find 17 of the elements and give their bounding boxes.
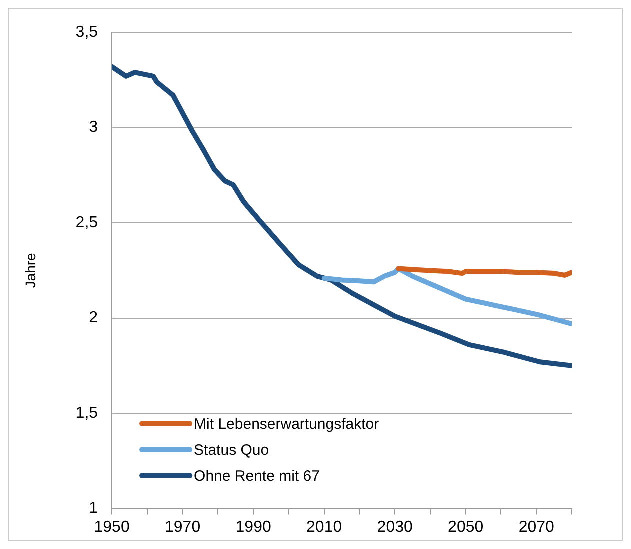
legend-label: Ohne Rente mit 67 bbox=[194, 468, 320, 485]
y-tick-label: 1 bbox=[89, 500, 98, 518]
legend-label: Status Quo bbox=[194, 442, 270, 459]
x-tick-label: 1950 bbox=[94, 518, 130, 536]
y-tick-label: 2,5 bbox=[76, 214, 98, 232]
y-tick-label: 3 bbox=[89, 119, 98, 136]
y-tick-label: 3,5 bbox=[76, 24, 98, 42]
legend-label: Mit Lebenserwartungsfaktor bbox=[194, 416, 380, 433]
x-tick-label: 2010 bbox=[306, 518, 342, 536]
x-tick-label: 1990 bbox=[236, 518, 272, 536]
y-tick-label: 2 bbox=[89, 310, 98, 327]
y-axis-title: Jahre bbox=[22, 252, 38, 288]
x-tick-label: 2030 bbox=[377, 518, 413, 536]
y-tick-label: 1,5 bbox=[76, 404, 98, 422]
x-tick-label: 1970 bbox=[165, 518, 201, 536]
x-tick-label: 2050 bbox=[448, 518, 484, 536]
x-tick-label: 2070 bbox=[518, 518, 555, 536]
